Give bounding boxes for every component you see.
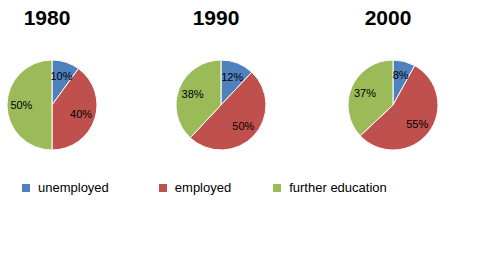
html-text:unemployed: unemployed — [38, 180, 109, 195]
svg-text:40%: 40% — [70, 108, 92, 120]
html-text:1990: 1990 — [192, 6, 240, 29]
svg-text:10%: 10% — [50, 70, 72, 82]
svg-text:8%: 8% — [393, 69, 409, 81]
svg-text:38%: 38% — [182, 88, 204, 100]
svg-text:55%: 55% — [406, 118, 428, 130]
svg-text:50%: 50% — [10, 99, 32, 111]
html-text:employed: employed — [174, 180, 232, 195]
html-text:1980: 1980 — [23, 6, 71, 29]
svg-text:12%: 12% — [221, 71, 243, 83]
html-text:2000: 2000 — [364, 6, 412, 29]
svg-text:37%: 37% — [354, 87, 376, 99]
svg-text:50%: 50% — [232, 120, 254, 132]
html-text:further education: further education — [289, 180, 387, 195]
